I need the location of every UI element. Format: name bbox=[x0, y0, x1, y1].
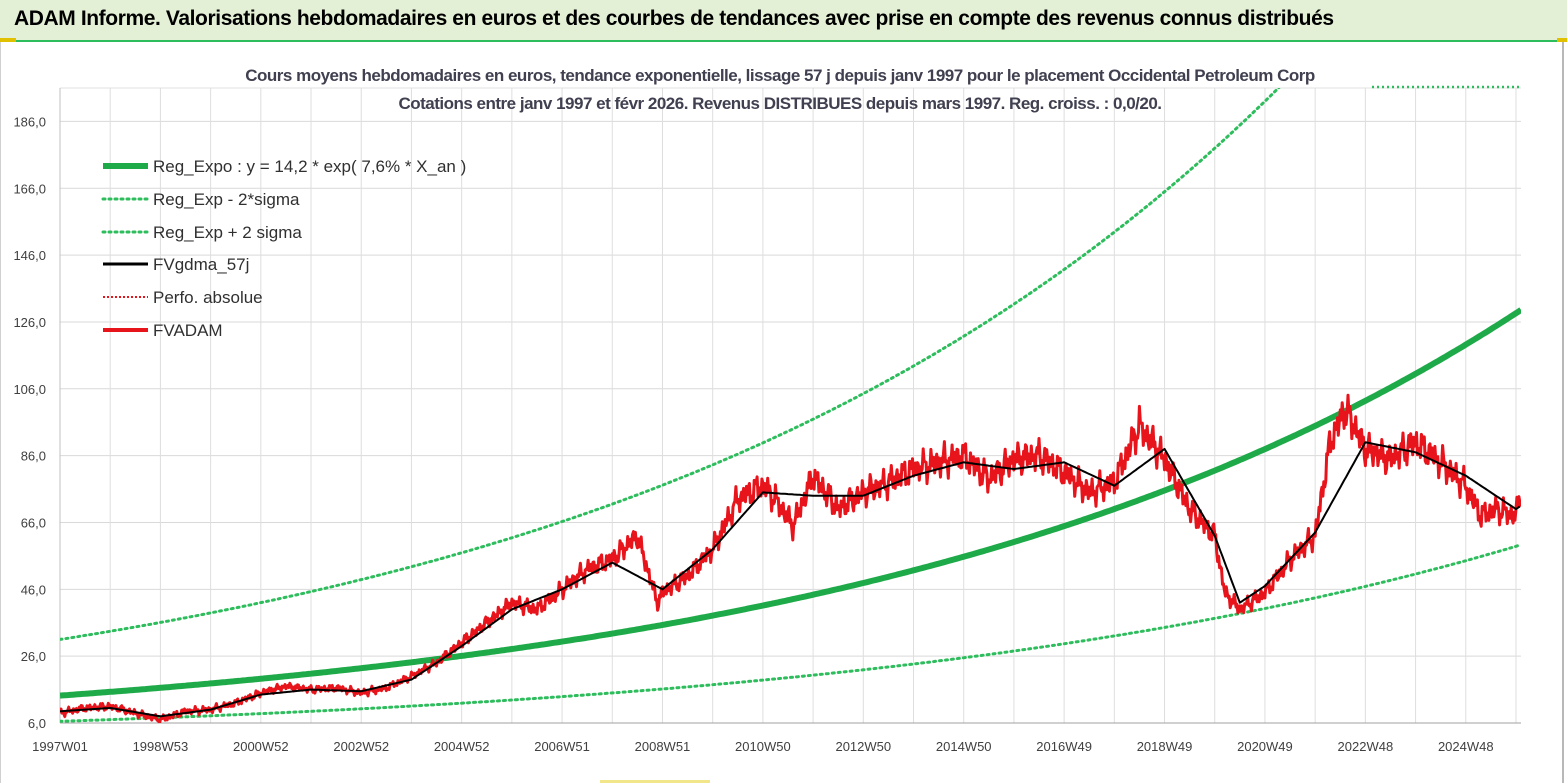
chart-series bbox=[60, 88, 1521, 723]
header-divider bbox=[0, 40, 1567, 42]
y-tick-label: 166,0 bbox=[13, 181, 46, 196]
legend-item-perfo: Perfo. absolue bbox=[103, 288, 263, 307]
chart-grid bbox=[59, 87, 1521, 724]
x-tick-label: 2008W51 bbox=[635, 739, 691, 754]
x-tick-label: 2022W48 bbox=[1338, 739, 1394, 754]
legend-label-sigma-high: Reg_Exp + 2 sigma bbox=[153, 223, 302, 242]
y-tick-label: 66,0 bbox=[21, 515, 46, 530]
legend-label-perfo: Perfo. absolue bbox=[153, 288, 263, 307]
legend-label-reg-expo: Reg_Expo : y = 14,2 * exp( 7,6% * X_an ) bbox=[153, 157, 466, 176]
series-reg-exp-minus-2-sigma bbox=[60, 543, 1521, 723]
y-tick-label: 126,0 bbox=[13, 315, 46, 330]
x-tick-label: 2002W52 bbox=[333, 739, 389, 754]
series-fvgdma-57j bbox=[60, 441, 1521, 718]
legend-item-sigma-high: Reg_Exp + 2 sigma bbox=[101, 223, 302, 242]
series-reg-expo bbox=[60, 307, 1521, 699]
chart-title-line-1: Cours moyens hebdomadaires en euros, ten… bbox=[245, 66, 1315, 85]
x-tick-label: 2024W48 bbox=[1438, 739, 1494, 754]
y-tick-label: 86,0 bbox=[21, 449, 46, 464]
header-bar: ADAM Informe. Valorisations hebdomadaire… bbox=[0, 0, 1567, 40]
bottom-accent bbox=[600, 780, 710, 783]
corner-accent-right bbox=[1557, 38, 1567, 42]
y-tick-label: 186,0 bbox=[13, 114, 46, 129]
series-perfo-absolue bbox=[60, 395, 1521, 723]
chart-title-line-2: Cotations entre janv 1997 et févr 2026. … bbox=[398, 94, 1161, 113]
y-axis-ticks: 6,0 26,0 46,0 66,0 86,0 106,0 126,0 146,0 166,0 1… bbox=[13, 114, 46, 731]
chart-legend: Reg_Expo : y = 14,2 * exp( 7,6% * X_an )… bbox=[101, 157, 466, 340]
y-tick-label: 6,0 bbox=[28, 716, 46, 731]
x-tick-label: 2018W49 bbox=[1137, 739, 1193, 754]
legend-item-fvadam: FVADAM bbox=[103, 321, 223, 340]
legend-item-reg-expo: Reg_Expo : y = 14,2 * exp( 7,6% * X_an ) bbox=[103, 157, 466, 176]
y-tick-label: 146,0 bbox=[13, 248, 46, 263]
legend-label-sigma-low: Reg_Exp - 2*sigma bbox=[153, 190, 300, 209]
series-reg-exp-plus-2-sigma bbox=[60, 88, 1281, 641]
x-tick-label: 2012W50 bbox=[835, 739, 891, 754]
x-tick-label: 2020W49 bbox=[1237, 739, 1293, 754]
x-axis-ticks: 1997W01 1998W53 2000W52 2002W52 2004W52 2006W… bbox=[32, 739, 1493, 754]
x-tick-label: 2004W52 bbox=[434, 739, 490, 754]
y-tick-label: 26,0 bbox=[21, 649, 46, 664]
x-tick-label: 2014W50 bbox=[936, 739, 992, 754]
y-tick-label: 106,0 bbox=[13, 382, 46, 397]
x-tick-label: 2016W49 bbox=[1036, 739, 1092, 754]
x-tick-label: 1998W53 bbox=[133, 739, 189, 754]
x-tick-label: 2010W50 bbox=[735, 739, 791, 754]
legend-label-fvadam: FVADAM bbox=[153, 321, 223, 340]
page-title: ADAM Informe. Valorisations hebdomadaire… bbox=[14, 7, 1334, 30]
x-tick-label: 1997W01 bbox=[32, 739, 88, 754]
x-tick-label: 2000W52 bbox=[233, 739, 289, 754]
legend-label-fvgdma: FVgdma_57j bbox=[153, 255, 249, 274]
x-tick-label: 2006W51 bbox=[534, 739, 590, 754]
corner-accent-left bbox=[0, 38, 16, 42]
y-tick-label: 46,0 bbox=[21, 582, 46, 597]
legend-item-fvgdma: FVgdma_57j bbox=[103, 255, 249, 274]
frame-right-border bbox=[1562, 42, 1564, 783]
frame-left-border bbox=[0, 42, 1, 783]
legend-item-sigma-low: Reg_Exp - 2*sigma bbox=[101, 190, 300, 209]
